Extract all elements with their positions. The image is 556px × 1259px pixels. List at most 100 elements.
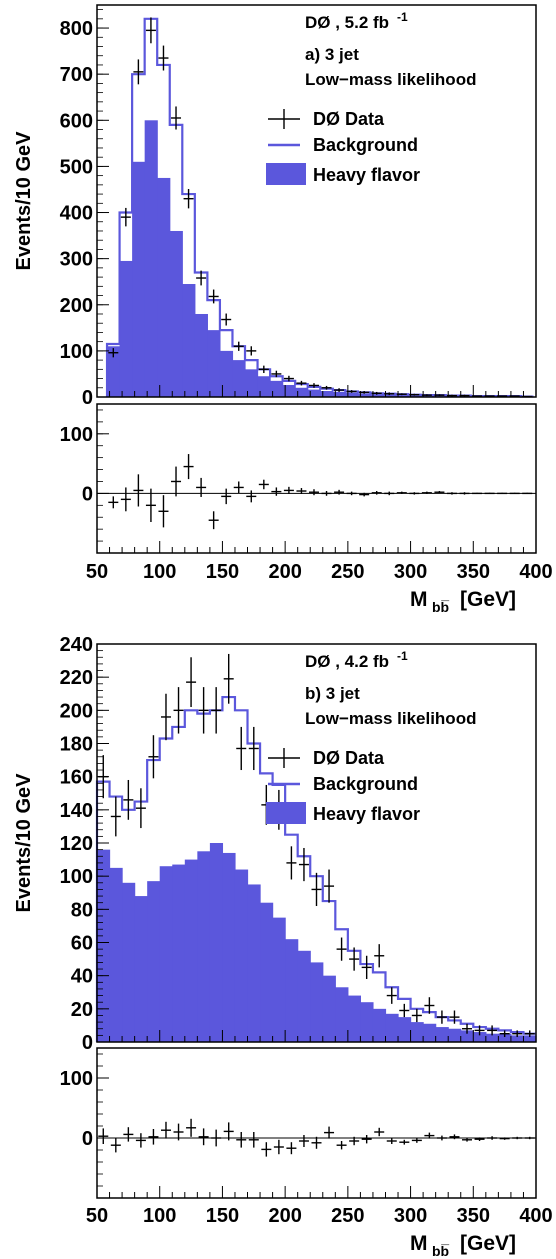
ratio-plot-frame — [96, 1047, 537, 1199]
heavy-flavor-bar — [109, 867, 123, 1042]
heavy-flavor-bar — [385, 1013, 399, 1042]
y-tick-label: 40 — [71, 966, 93, 988]
y-axis-title: Events/10 GeV — [13, 131, 35, 271]
y-tick-label: 800 — [60, 18, 93, 40]
heavy-flavor-bar — [297, 950, 311, 1042]
y-tick-label: 100 — [60, 866, 93, 888]
heavy-flavor-bar — [184, 859, 198, 1042]
heavy-flavor-bar — [347, 995, 361, 1042]
legend-data-label: DØ Data — [313, 109, 385, 129]
legend-heavy-label: Heavy flavor — [313, 165, 420, 185]
heavy-flavor-bar — [295, 387, 309, 397]
ratio-y-tick-label: 0 — [82, 1128, 93, 1150]
heavy-flavor-bar — [194, 313, 208, 397]
x-tick-label: 350 — [457, 561, 490, 583]
x-tick-label: 250 — [331, 1205, 364, 1227]
heavy-flavor-bar — [307, 389, 321, 397]
x-axis-title-subscript: bb̅ — [432, 1243, 449, 1259]
heavy-flavor-bar — [310, 962, 324, 1042]
legend-background-label: Background — [313, 774, 418, 794]
panel-label: a) 3 jet — [305, 45, 359, 64]
heavy-flavor-bar — [460, 1030, 474, 1042]
ratio-y-tick-label: 100 — [60, 1068, 93, 1090]
y-tick-label: 220 — [60, 667, 93, 689]
x-tick-label: 150 — [206, 561, 239, 583]
heavy-flavor-bar — [435, 1027, 449, 1042]
heavy-flavor-bar — [510, 1035, 525, 1042]
heavy-flavor-bar — [234, 869, 249, 1042]
legend-heavy-swatch — [266, 802, 306, 824]
heavy-flavor-bar — [232, 360, 246, 397]
heavy-flavor-bar — [245, 369, 259, 397]
x-tick-label: 150 — [206, 1205, 239, 1227]
y-tick-label: 120 — [60, 833, 93, 855]
heavy-flavor-bar — [257, 376, 271, 397]
selection-label: Low−mass likelihood — [305, 709, 476, 728]
selection-label: Low−mass likelihood — [305, 70, 476, 89]
x-tick-label: 400 — [519, 561, 552, 583]
y-tick-label: 200 — [60, 295, 93, 317]
panel-label: b) 3 jet — [305, 684, 360, 703]
heavy-flavor-bar — [395, 395, 409, 397]
legend-heavy-swatch — [266, 163, 306, 185]
legend-heavy-label: Heavy flavor — [313, 804, 420, 824]
heavy-flavor-bar — [272, 917, 286, 1042]
background-line — [95, 695, 536, 1042]
heavy-flavor-bar — [122, 882, 136, 1042]
x-tick-label: 300 — [394, 1205, 427, 1227]
heavy-flavor-bar — [335, 987, 349, 1042]
x-tick-label: 50 — [86, 1205, 108, 1227]
heavy-flavor-bar — [360, 1002, 374, 1042]
heavy-flavor-bar — [107, 346, 121, 397]
heavy-flavor-bar — [423, 1023, 437, 1042]
x-tick-label: 300 — [394, 561, 427, 583]
y-tick-label: 500 — [60, 156, 93, 178]
y-axis-title: Events/10 GeV — [13, 773, 35, 913]
x-tick-label: 200 — [268, 561, 301, 583]
x-axis-title-unit: [GeV] — [460, 1232, 516, 1255]
y-tick-label: 700 — [60, 64, 93, 86]
y-tick-label: 0 — [82, 1032, 93, 1054]
y-tick-label: 100 — [60, 341, 93, 363]
legend-background-label: Background — [313, 135, 418, 155]
heavy-flavor-bar — [332, 391, 346, 397]
ratio-plot-frame — [96, 403, 537, 554]
heavy-flavor-bar — [209, 843, 224, 1042]
heavy-flavor-bar — [398, 1017, 412, 1042]
heavy-flavor-bar — [285, 939, 299, 1042]
heavy-flavor-bar — [357, 393, 372, 397]
y-tick-label: 300 — [60, 249, 93, 271]
experiment-label: DØ , 4.2 fb — [305, 652, 389, 671]
y-tick-label: 240 — [60, 634, 93, 656]
heavy-flavor-bar — [382, 394, 397, 397]
x-tick-label: 100 — [143, 1205, 176, 1227]
ratio-y-tick-label: 0 — [82, 483, 93, 505]
heavy-flavor-bar — [270, 380, 284, 397]
x-tick-label: 400 — [519, 1205, 552, 1227]
heavy-flavor-bar — [197, 851, 211, 1042]
x-axis-title-main: M — [410, 588, 428, 611]
heavy-flavor-bar — [282, 385, 296, 397]
heavy-flavor-bar — [169, 230, 183, 397]
heavy-flavor-bar — [219, 350, 234, 397]
heavy-flavor-bar — [159, 866, 173, 1042]
heavy-flavor-bar — [182, 284, 196, 397]
heavy-flavor-bar — [172, 864, 186, 1042]
x-tick-label: 50 — [86, 561, 108, 583]
heavy-flavor-bar — [523, 1035, 537, 1042]
lumi-superscript: -1 — [397, 649, 408, 663]
x-tick-label: 200 — [268, 1205, 301, 1227]
heavy-flavor-bar — [485, 1033, 499, 1042]
heavy-flavor-bar — [207, 330, 221, 397]
heavy-flavor-bar — [97, 849, 111, 1042]
y-tick-label: 200 — [60, 700, 93, 722]
heavy-flavor-bar — [222, 852, 236, 1042]
y-tick-label: 20 — [71, 999, 93, 1021]
experiment-label: DØ , 5.2 fb — [305, 13, 389, 32]
x-axis-title-subscript: bb̅ — [432, 599, 449, 615]
heavy-flavor-bar — [147, 881, 161, 1042]
lumi-superscript: -1 — [397, 10, 408, 24]
y-tick-label: 600 — [60, 110, 93, 132]
y-tick-label: 0 — [82, 387, 93, 409]
heavy-flavor-bar — [322, 975, 336, 1042]
